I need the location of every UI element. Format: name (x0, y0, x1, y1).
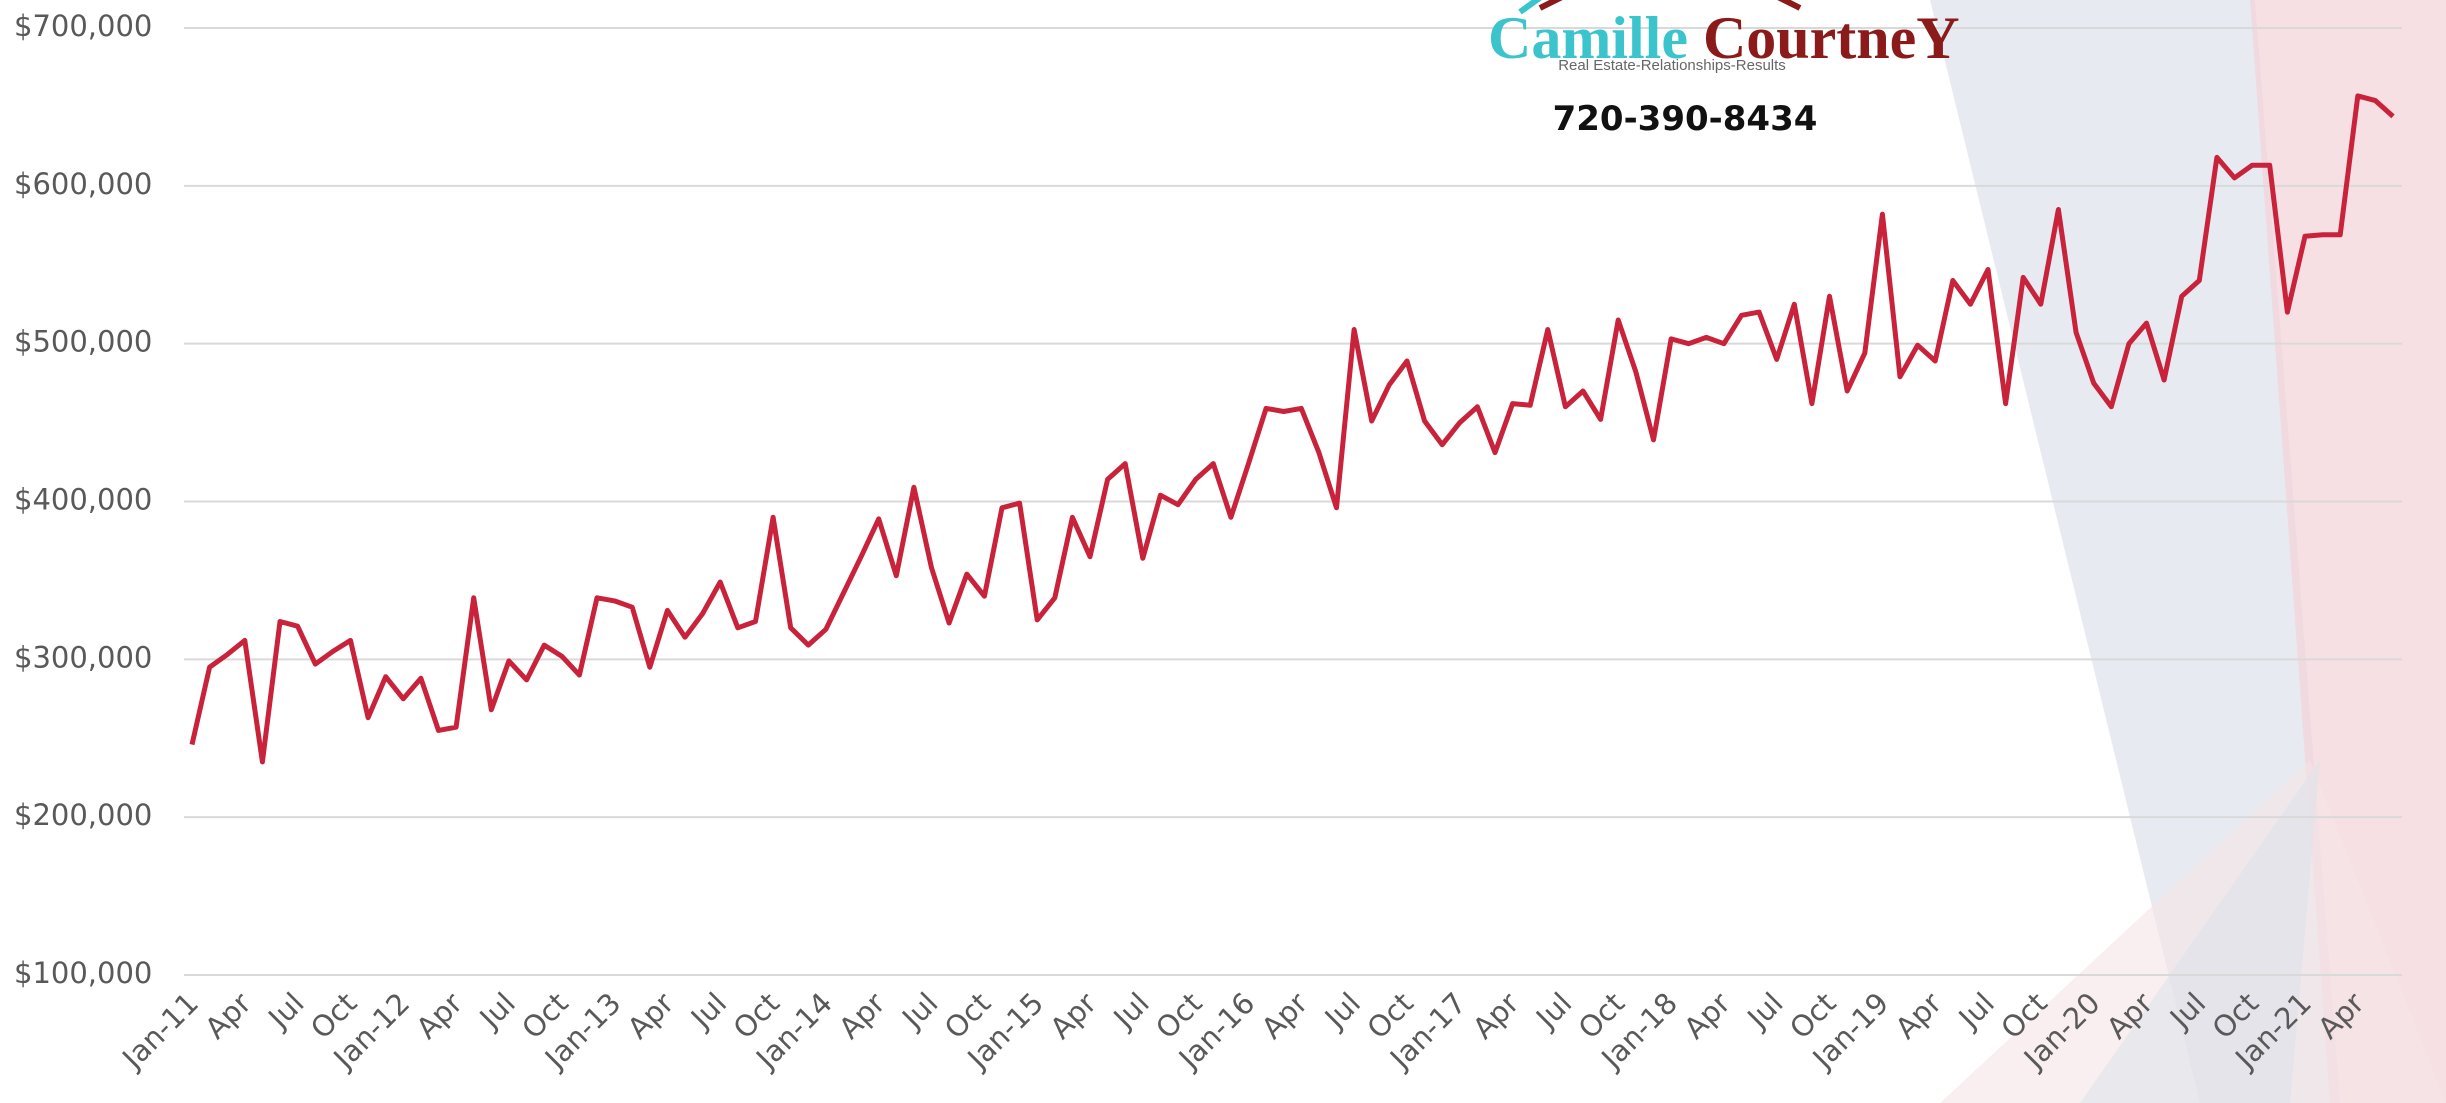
logo-tagline: Real Estate-Relationships-Results (1558, 57, 1786, 74)
logo-roof (1538, 0, 1802, 11)
x-tick-label: Apr (1677, 986, 1737, 1046)
x-tick-label: Jul (472, 986, 522, 1036)
x-tick-label: Apr (1889, 986, 1949, 1046)
x-tick-label: Apr (410, 986, 470, 1046)
y-tick-label: $500,000 (14, 325, 152, 359)
price-line (189, 93, 2395, 765)
x-tick-label: Jul (1106, 986, 1156, 1036)
x-tick-label: Apr (198, 986, 258, 1046)
logo-last-name: CourtneY (1703, 5, 1960, 71)
x-tick-label: Jul (683, 986, 733, 1036)
x-tick-label: Jul (1317, 986, 1367, 1036)
x-tick-label: Apr (1043, 986, 1103, 1046)
x-tick-label: Apr (832, 986, 892, 1046)
background-shape (1940, 760, 2446, 1103)
background-shape (2080, 760, 2320, 1103)
x-tick-label: Apr (1255, 986, 1315, 1046)
x-tick-label: Apr (1466, 986, 1526, 1046)
y-tick-label: $600,000 (14, 167, 152, 201)
logo-roof (1518, 0, 1542, 15)
x-tick-label: Jul (894, 986, 944, 1036)
y-tick-label: $300,000 (14, 640, 152, 674)
y-tick-label: $200,000 (14, 798, 152, 832)
x-tick-label: Apr (621, 986, 681, 1046)
logo-name: Camille CourtneY (1488, 5, 1960, 71)
logo-first-name: Camille (1488, 5, 1688, 71)
background-shape (2250, 0, 2446, 1103)
x-tick-label: Jul (260, 986, 310, 1036)
x-tick-label: Jan-11 (114, 986, 205, 1077)
x-tick-label: Jul (1739, 986, 1789, 1036)
x-tick-label: Jul (1951, 986, 2001, 1036)
y-tick-label: $400,000 (14, 483, 152, 517)
y-tick-label: $700,000 (14, 9, 152, 43)
x-tick-label: Jul (1528, 986, 1578, 1036)
y-tick-label: $100,000 (14, 956, 152, 990)
phone-number: 720-390-8434 (1553, 99, 1818, 139)
